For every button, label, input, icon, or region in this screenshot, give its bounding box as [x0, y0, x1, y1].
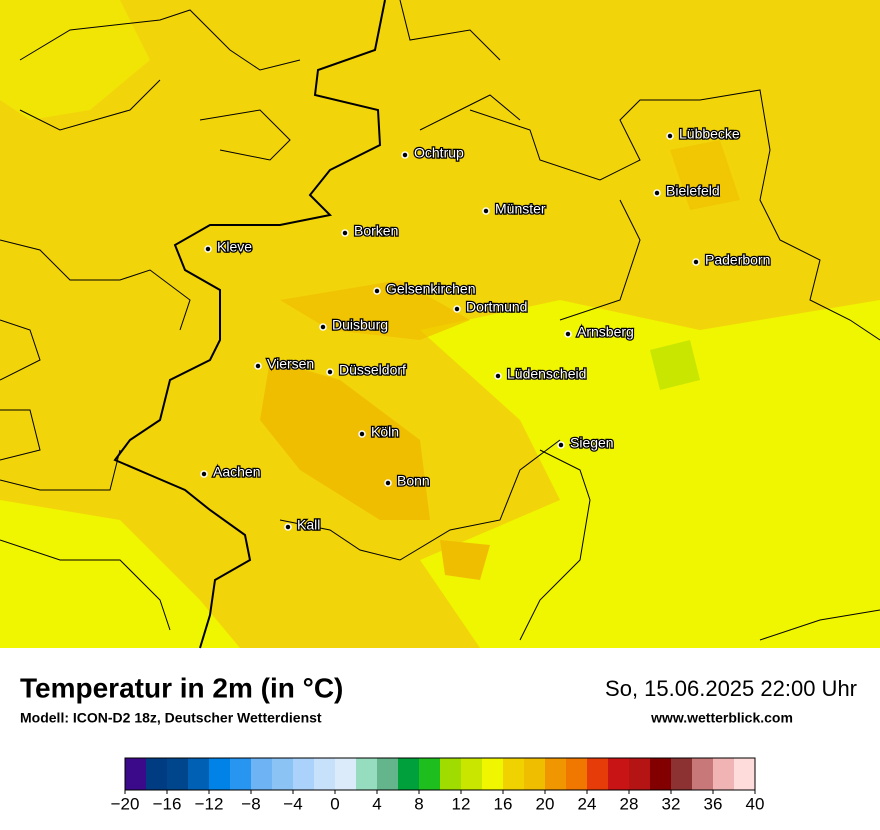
city-dot [384, 479, 392, 487]
city-dot [373, 287, 381, 295]
title: Temperatur in 2m (in °C) [20, 672, 343, 703]
city-dot [653, 189, 661, 197]
city-label: Düsseldorf [339, 362, 406, 378]
city-label: Paderborn [705, 252, 770, 268]
map [0, 0, 880, 649]
city-dot [319, 323, 327, 331]
colorbar-segment [587, 758, 609, 790]
city-dot [401, 151, 409, 159]
city-label: Arnsberg [577, 324, 634, 340]
colorbar-segment [482, 758, 504, 790]
colorbar-segment [524, 758, 546, 790]
city-label: Kall [297, 517, 320, 533]
colorbar-segment [293, 758, 315, 790]
city-dot [254, 362, 262, 370]
colorbar-tick-label: 8 [414, 794, 423, 813]
colorbar-tick-label: 0 [330, 794, 339, 813]
colorbar-segment [335, 758, 357, 790]
colorbar-tick-label: 4 [372, 794, 381, 813]
colorbar: −20 −16 −12 −8 −4 0 4 8 12 16 20 24 28 32 36 40 [111, 757, 765, 813]
city-label: Bielefeld [666, 183, 720, 199]
subtitle: Modell: ICON-D2 18z, Deutscher Wetterdie… [20, 710, 322, 726]
city-dot [341, 229, 349, 237]
colorbar-segment [146, 758, 168, 790]
colorbar-tick-label: 16 [494, 794, 513, 813]
city-label: Gelsenkirchen [386, 281, 476, 297]
colorbar-segment [671, 758, 693, 790]
colorbar-segment [314, 758, 336, 790]
colorbar-tick-label: 36 [704, 794, 723, 813]
city-label: Lübbecke [679, 126, 740, 142]
city-label: Duisburg [332, 317, 388, 333]
city-dot [494, 372, 502, 380]
colorbar-segment [692, 758, 714, 790]
colorbar-segment [629, 758, 651, 790]
colorbar-segment [440, 758, 462, 790]
colorbar-segment [188, 758, 210, 790]
city-dot [200, 470, 208, 478]
city-dot [482, 207, 490, 215]
colorbar-tick-label: −12 [195, 794, 224, 813]
colorbar-tick-label: 20 [536, 794, 555, 813]
colorbar-tick-label: 40 [746, 794, 765, 813]
colorbar-segment [167, 758, 189, 790]
city-label: Lüdenscheid [507, 366, 586, 382]
website: www.wetterblick.com [650, 710, 793, 726]
colorbar-segment [251, 758, 273, 790]
city-label: Viersen [267, 356, 314, 372]
city-dot [666, 132, 674, 140]
colorbar-segment [419, 758, 441, 790]
colorbar-segment [398, 758, 420, 790]
colorbar-segment [461, 758, 483, 790]
city-dot [692, 258, 700, 266]
colorbar-segment [545, 758, 567, 790]
colorbar-segment [125, 758, 147, 790]
city-label: Kleve [217, 239, 252, 255]
colorbar-tick-label: −20 [111, 794, 140, 813]
colorbar-segment [503, 758, 525, 790]
city-label: Dortmund [466, 299, 527, 315]
colorbar-segment [650, 758, 672, 790]
city-label: Ochtrup [414, 145, 464, 161]
colorbar-segment [377, 758, 399, 790]
colorbar-tick-label: 28 [620, 794, 639, 813]
city-label: Borken [354, 223, 398, 239]
colorbar-segment [608, 758, 630, 790]
city-label: Siegen [570, 435, 614, 451]
colorbar-segment [209, 758, 231, 790]
colorbar-tick-label: −8 [241, 794, 260, 813]
colorbar-segment [272, 758, 294, 790]
colorbar-tick-label: 12 [452, 794, 471, 813]
city-dot [204, 245, 212, 253]
city-dot [326, 368, 334, 376]
city-dot [557, 441, 565, 449]
colorbar-segment [230, 758, 252, 790]
colorbar-segment [713, 758, 735, 790]
city-label: Bonn [397, 473, 430, 489]
colorbar-segment [356, 758, 378, 790]
city-dot [564, 330, 572, 338]
city-dot [453, 305, 461, 313]
datetime: So, 15.06.2025 22:00 Uhr [605, 676, 857, 701]
colorbar-tick-label: 24 [578, 794, 597, 813]
city-dot [284, 523, 292, 531]
colorbar-tick-label: −4 [283, 794, 302, 813]
colorbar-segment [566, 758, 588, 790]
colorbar-tick-label: 32 [662, 794, 681, 813]
colorbar-tick-label: −16 [153, 794, 182, 813]
city-markers: Lübbecke Ochtrup Bielefeld Münster Borken Kle… [200, 124, 772, 534]
city-dot [358, 430, 366, 438]
colorbar-segment [734, 758, 756, 790]
city-label: Köln [371, 424, 399, 440]
city-label: Aachen [213, 464, 260, 480]
colorbar-frame [124, 757, 756, 791]
city-label: Münster [495, 201, 546, 217]
